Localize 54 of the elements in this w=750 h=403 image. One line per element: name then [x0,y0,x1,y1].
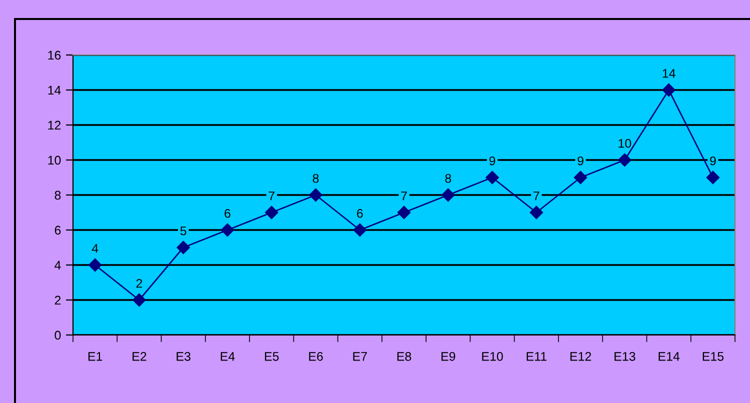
x-tick-label: E8 [397,352,412,361]
y-tick-label: 4 [54,260,61,270]
data-label: 9 [710,156,716,166]
x-tick-label: E3 [176,352,190,361]
point [309,188,322,202]
x-tick-label: E7 [353,352,367,361]
x-tick-label: E2 [132,352,146,361]
point [220,223,234,237]
point [706,170,720,184]
point [618,153,632,167]
x-tick-label: E1 [88,352,102,361]
x-tick-label: E13 [614,352,636,361]
point [442,188,455,202]
y-tick-label: 0 [54,330,61,340]
data-label: 9 [578,156,584,166]
point [265,206,278,220]
y-tick-label: 10 [48,156,61,165]
point [574,170,588,184]
x-tick-label: E10 [482,352,503,361]
data-label: 2 [136,278,142,288]
point [88,258,102,272]
y-tick-label: 8 [54,190,61,200]
x-tick-label: E4 [220,352,235,361]
x-tick-label: E12 [570,352,592,361]
data-label: 14 [662,69,676,78]
y-tick-label: 14 [48,86,61,95]
y-tick-label: 2 [54,296,61,305]
point [530,206,543,220]
x-tick-label: E14 [658,352,680,361]
x-tick-label: E11 [526,352,546,361]
data-label: 8 [445,174,452,183]
y-tick-label: 12 [48,120,61,130]
data-label: 6 [224,208,230,218]
point [353,223,366,237]
data-label: 5 [180,226,186,236]
point [486,170,499,184]
data-label: 7 [534,192,540,200]
x-tick-label: E6 [309,352,323,361]
point [132,293,146,307]
x-tick-label: E9 [442,352,456,361]
x-tick-label: E5 [264,352,279,361]
data-label: 4 [92,244,98,253]
point [397,206,411,220]
y-tick-label: 16 [48,50,61,60]
data-label: 9 [489,156,496,166]
point [176,240,190,254]
data-label: 7 [268,192,274,200]
data-label: 8 [312,174,319,183]
y-tick-label: 6 [54,226,61,235]
data-label: 6 [357,208,363,218]
data-label: 10 [618,138,632,148]
data-label: 7 [401,192,407,200]
x-tick-label: E15 [702,352,724,361]
point [662,83,676,97]
